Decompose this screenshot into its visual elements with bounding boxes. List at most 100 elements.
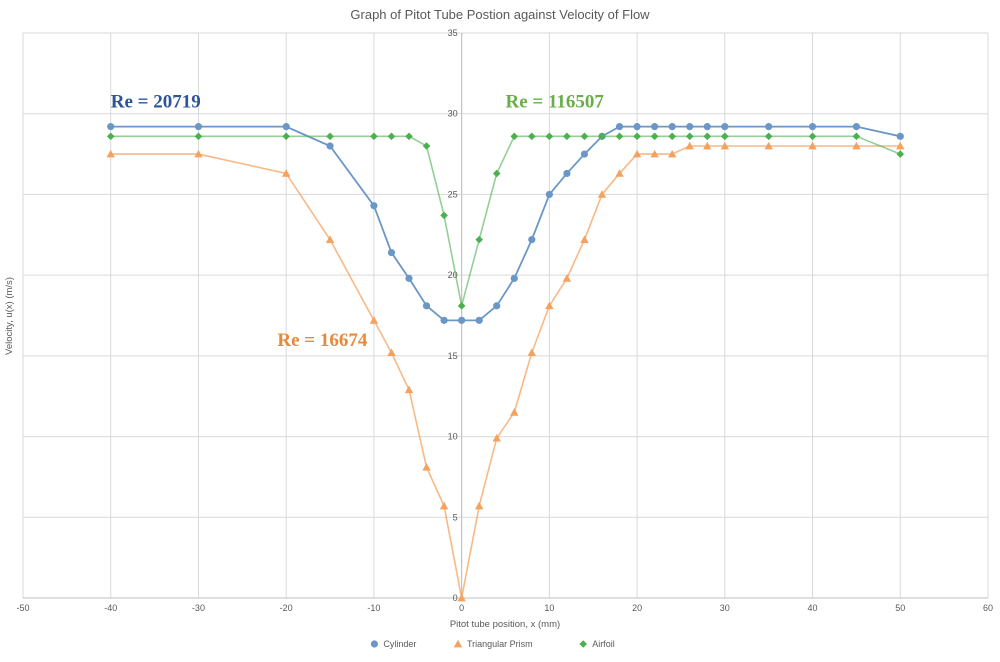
series-airfoil [106, 132, 905, 310]
data-point [457, 593, 466, 602]
data-point [650, 132, 659, 141]
data-point [326, 132, 334, 141]
annotation-label: Re = 116507 [506, 91, 605, 112]
legend-marker [453, 639, 463, 648]
x-tick-label: 10 [544, 603, 554, 613]
data-point [808, 132, 817, 141]
data-point [896, 141, 905, 150]
data-point [405, 274, 413, 282]
data-point [633, 123, 641, 131]
legend-label: Airfoil [592, 639, 615, 649]
data-point [370, 202, 378, 210]
data-point [528, 236, 536, 244]
data-point [852, 123, 861, 131]
data-point [615, 169, 624, 177]
data-point [107, 123, 115, 131]
y-tick-label: 15 [448, 351, 458, 361]
data-point [527, 348, 537, 356]
data-point [852, 141, 861, 150]
data-point [369, 316, 379, 324]
y-tick-label: 30 [448, 109, 458, 119]
data-point [896, 132, 904, 140]
data-point [439, 501, 449, 510]
data-point [194, 149, 203, 158]
x-tick-label: -50 [16, 603, 29, 613]
x-tick-label: 50 [895, 603, 905, 613]
series-line [110, 145, 901, 599]
data-point [686, 123, 694, 131]
data-point [493, 302, 501, 310]
data-point [580, 235, 589, 243]
legend-item: Cylinder [370, 639, 416, 649]
data-point [370, 132, 378, 141]
data-point [615, 123, 624, 131]
data-point [545, 190, 553, 199]
data-point [721, 123, 729, 131]
data-point [475, 316, 483, 324]
data-point [194, 123, 203, 131]
data-point [703, 132, 712, 141]
x-tick-label: 0 [459, 603, 464, 613]
legend-marker [579, 640, 587, 648]
x-tick-label: -20 [280, 603, 293, 613]
data-point [510, 408, 519, 416]
data-point [764, 141, 773, 150]
data-point [326, 142, 334, 150]
data-point [387, 248, 396, 257]
data-point [685, 132, 694, 141]
data-point [422, 142, 431, 150]
data-point [457, 302, 466, 310]
y-tick-label: 10 [448, 432, 458, 442]
legend-marker [370, 640, 378, 648]
x-tick-label: -10 [367, 603, 380, 613]
legend-label: Cylinder [383, 639, 416, 649]
data-point [106, 132, 115, 141]
data-point [563, 132, 571, 141]
x-tick-label: 40 [808, 603, 818, 613]
data-point [563, 169, 571, 178]
data-point [597, 190, 607, 198]
series-cylinder [107, 123, 904, 324]
x-tick-label: 20 [632, 603, 642, 613]
y-tick-label: 20 [448, 270, 458, 280]
data-point [510, 132, 519, 141]
legend-item: Airfoil [579, 639, 615, 649]
data-point [528, 132, 536, 141]
data-point [808, 123, 817, 131]
data-point [282, 132, 290, 141]
chart-title: Graph of Pitot Tube Postion against Velo… [350, 7, 650, 22]
data-point [387, 348, 396, 356]
data-point [325, 235, 335, 243]
data-point [896, 150, 905, 158]
legend: Cylinder Triangular Prism Airfoil [370, 639, 615, 649]
data-point [405, 132, 413, 141]
y-tick-label: 35 [448, 28, 458, 38]
data-point [404, 385, 414, 394]
data-point [475, 235, 483, 244]
data-point [458, 316, 466, 324]
data-point [422, 463, 431, 471]
data-point [194, 132, 203, 141]
data-point [721, 132, 729, 141]
x-tick-label: -40 [104, 603, 117, 613]
data-point [615, 132, 624, 141]
data-point [598, 132, 606, 141]
data-point [667, 149, 677, 158]
data-point [440, 316, 448, 324]
data-point [545, 301, 554, 310]
data-point [282, 123, 290, 131]
data-point [668, 132, 676, 141]
data-point [580, 150, 589, 158]
data-point [440, 211, 448, 220]
y-axis-title: Velocity, u(x) (m/s) [4, 277, 15, 355]
series-triangular-prism [106, 141, 905, 602]
data-point [651, 123, 659, 131]
y-tick-label: 0 [453, 593, 458, 603]
data-point [632, 149, 642, 158]
data-point [492, 169, 501, 178]
data-point [492, 433, 501, 442]
y-tick-label: 25 [448, 189, 458, 199]
annotation-label: Re = 20719 [111, 91, 201, 112]
data-point [106, 149, 115, 158]
